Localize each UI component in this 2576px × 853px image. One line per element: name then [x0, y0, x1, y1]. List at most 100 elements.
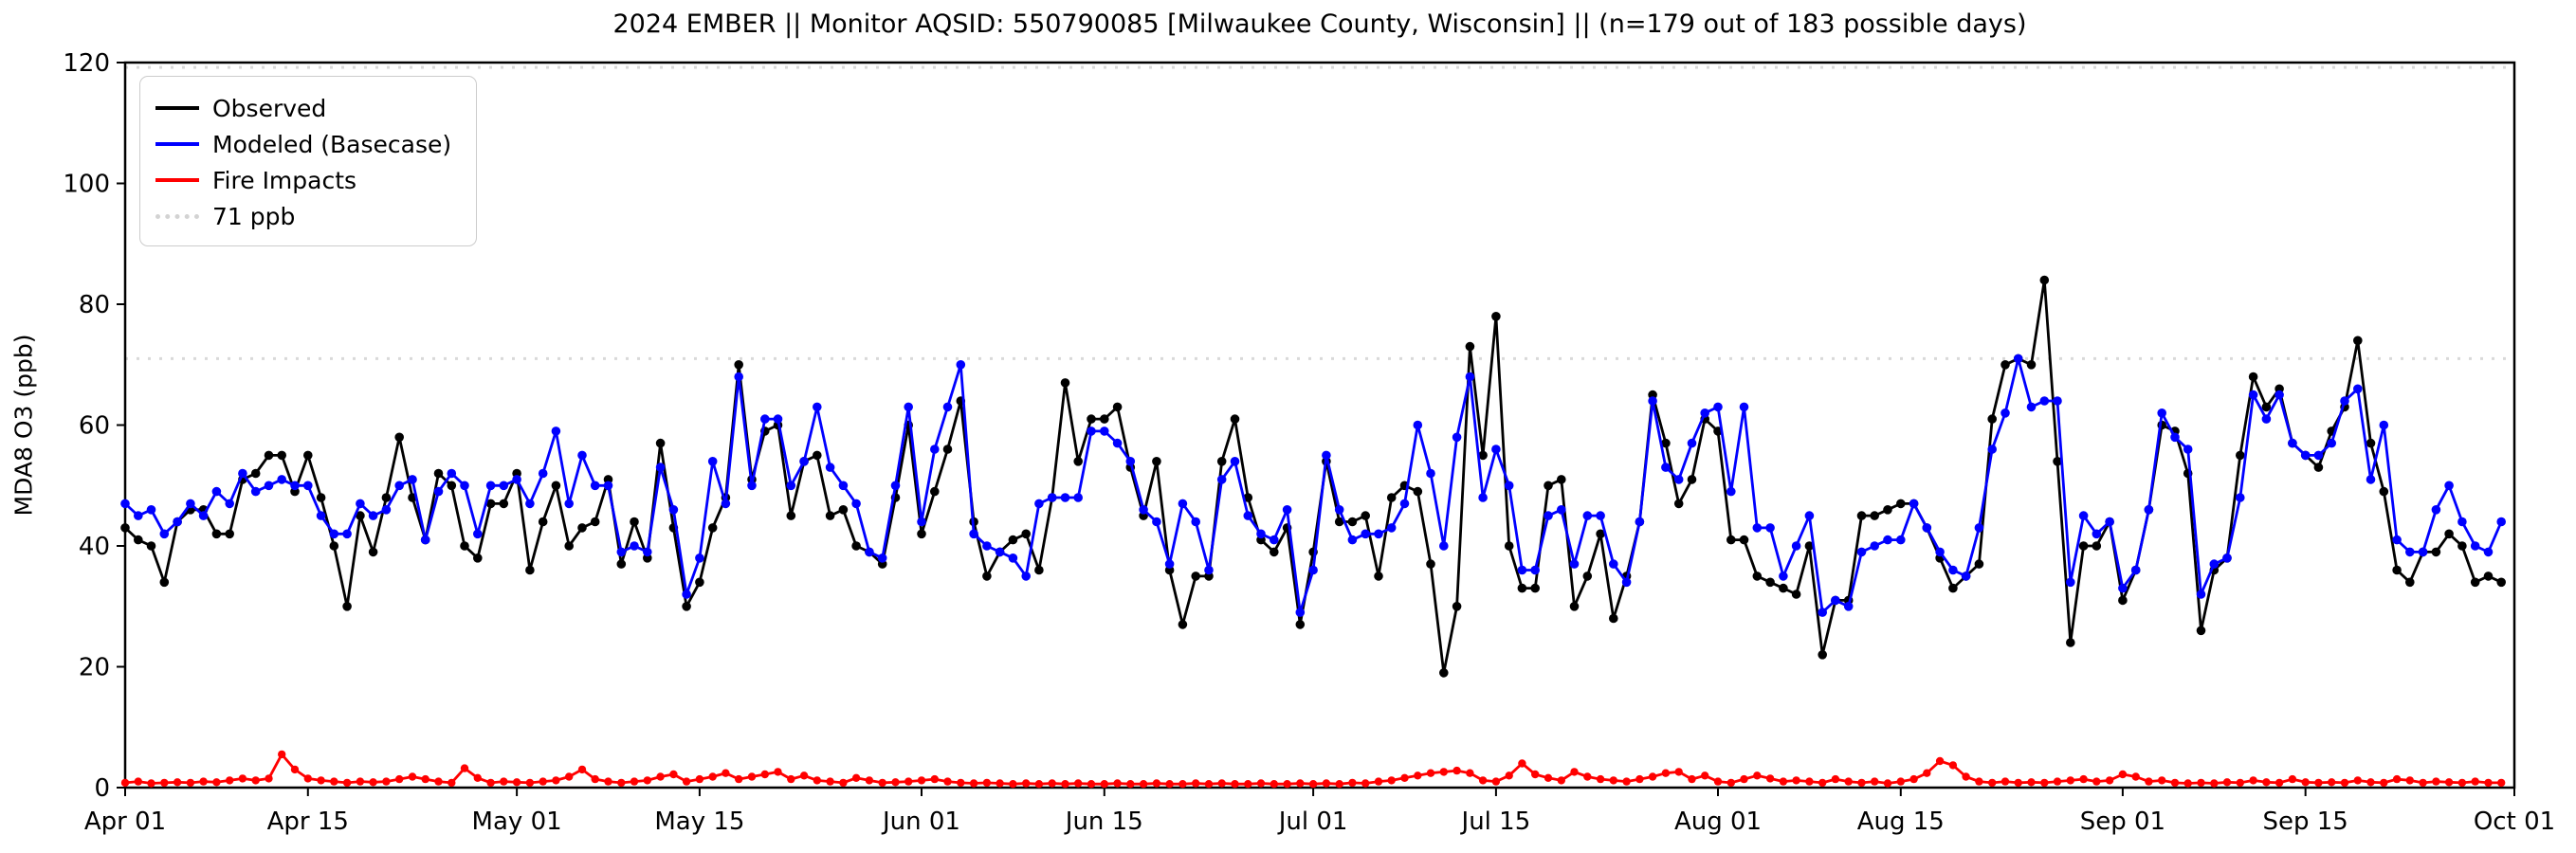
- data-point: [1191, 517, 1200, 527]
- x-tick-label: Apr 01: [84, 808, 166, 836]
- data-point: [564, 541, 574, 551]
- data-point: [120, 778, 130, 788]
- data-point: [551, 481, 561, 491]
- axes-frame: [123, 61, 2516, 789]
- data-point: [1896, 777, 1906, 786]
- data-point: [1296, 779, 1305, 788]
- data-point: [342, 529, 352, 539]
- data-point: [669, 770, 678, 779]
- data-point: [1987, 445, 1997, 454]
- data-point: [146, 505, 156, 515]
- y-tick-label: 100: [63, 171, 110, 199]
- data-point: [565, 772, 574, 781]
- data-point: [2197, 778, 2205, 788]
- data-point: [1439, 668, 1449, 678]
- data-point: [878, 778, 886, 788]
- threshold-line-icon: [155, 213, 199, 219]
- data-point: [1661, 463, 1671, 472]
- data-point: [1765, 774, 1775, 783]
- data-point: [1361, 511, 1370, 520]
- x-tick-label: Jul 15: [1460, 808, 1531, 836]
- data-point: [1191, 572, 1200, 581]
- data-point: [930, 486, 940, 497]
- data-point: [473, 529, 483, 539]
- data-point: [838, 481, 849, 491]
- data-point: [760, 414, 770, 424]
- data-point: [1791, 541, 1801, 551]
- data-point: [825, 463, 835, 472]
- data-point: [799, 771, 809, 780]
- data-point: [1047, 493, 1057, 502]
- data-point: [342, 778, 352, 788]
- data-point: [1413, 486, 1423, 497]
- data-point: [1544, 481, 1553, 491]
- data-point: [1818, 608, 1827, 617]
- data-point: [1648, 772, 1657, 781]
- data-point: [1008, 535, 1018, 545]
- data-point: [891, 778, 900, 787]
- data-point: [2470, 577, 2480, 588]
- data-point: [1831, 774, 1840, 784]
- x-tick-label: Jun 01: [881, 808, 960, 836]
- data-point: [1074, 779, 1083, 788]
- data-point: [1152, 457, 1161, 466]
- data-point: [2053, 777, 2062, 786]
- data-point: [2118, 770, 2128, 779]
- data-point: [225, 529, 234, 539]
- data-point: [525, 499, 535, 509]
- data-point: [2170, 432, 2180, 443]
- data-point: [2248, 372, 2258, 382]
- data-point: [773, 414, 783, 424]
- data-point: [2497, 778, 2506, 788]
- data-point: [2444, 481, 2454, 491]
- data-point: [1779, 583, 1788, 593]
- legend-item-fire: Fire Impacts: [155, 162, 451, 198]
- data-point: [1021, 572, 1031, 581]
- data-point: [1713, 777, 1723, 786]
- data-point: [134, 511, 143, 520]
- data-point: [1204, 780, 1214, 789]
- data-point: [1673, 499, 1684, 509]
- data-point: [2405, 577, 2415, 588]
- data-point: [173, 778, 182, 787]
- data-point: [1139, 780, 1148, 789]
- data-point: [1204, 565, 1214, 575]
- data-point: [969, 529, 978, 539]
- data-point: [1060, 378, 1070, 388]
- data-point: [1230, 414, 1240, 424]
- data-point: [2340, 396, 2349, 406]
- data-point: [630, 517, 639, 527]
- data-point: [1688, 774, 1696, 784]
- data-point: [2457, 517, 2467, 527]
- data-point: [1557, 475, 1566, 484]
- data-point: [2418, 547, 2428, 557]
- data-point: [1347, 535, 1358, 545]
- data-point: [904, 402, 913, 412]
- data-point: [552, 776, 560, 785]
- data-point: [1034, 565, 1044, 575]
- data-point: [1791, 590, 1801, 599]
- data-point: [1244, 780, 1252, 789]
- data-point: [2248, 390, 2258, 400]
- data-point: [369, 778, 377, 787]
- data-point: [2118, 595, 2128, 606]
- data-point: [708, 772, 717, 781]
- data-point: [368, 511, 378, 520]
- data-point: [865, 776, 874, 785]
- data-point: [2380, 778, 2388, 788]
- data-point: [982, 541, 992, 551]
- data-point: [2471, 777, 2479, 786]
- data-point: [1100, 780, 1109, 789]
- data-point: [278, 750, 286, 759]
- data-point: [2236, 450, 2245, 461]
- data-point: [1582, 572, 1593, 581]
- data-point: [982, 778, 992, 788]
- data-point: [1465, 341, 1475, 352]
- data-point: [1530, 565, 1540, 575]
- data-point: [1165, 780, 1174, 789]
- y-tick-label: 20: [79, 654, 110, 682]
- data-point: [2432, 777, 2440, 786]
- data-point: [265, 774, 273, 783]
- data-point: [120, 523, 130, 533]
- data-point: [930, 445, 940, 454]
